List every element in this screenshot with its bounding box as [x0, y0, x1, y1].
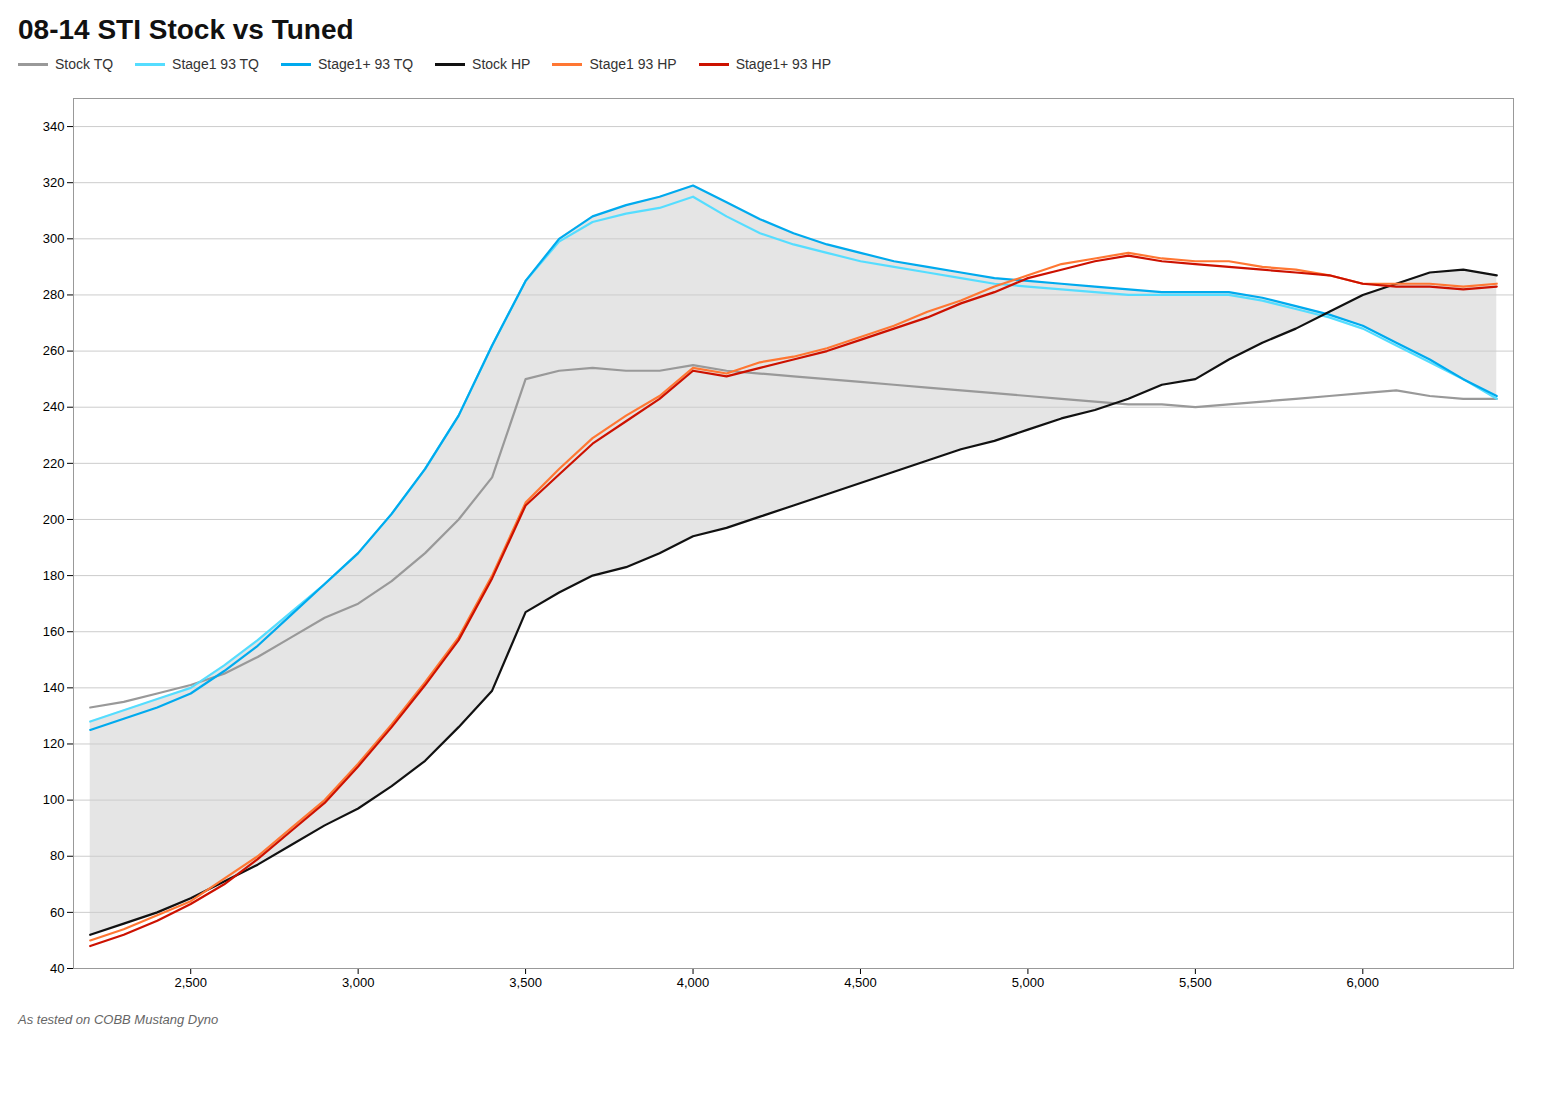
svg-text:4,500: 4,500: [844, 975, 877, 990]
svg-text:3,000: 3,000: [342, 975, 375, 990]
html-text:Stock TQ: Stock TQ: [55, 56, 114, 72]
svg-text:40: 40: [50, 961, 64, 976]
svg-text:2,500: 2,500: [174, 975, 207, 990]
svg-text:4,000: 4,000: [677, 975, 710, 990]
html-text:Stage1+ 93 TQ: Stage1+ 93 TQ: [318, 56, 414, 72]
svg-text:60: 60: [50, 905, 64, 920]
html-text:Stock HP: Stock HP: [472, 56, 531, 72]
svg-text:340: 340: [43, 119, 65, 134]
svg-text:6,000: 6,000: [1347, 975, 1380, 990]
svg-text:300: 300: [43, 231, 65, 246]
svg-text:140: 140: [43, 680, 65, 695]
svg-text:220: 220: [43, 455, 65, 470]
svg-text:200: 200: [43, 512, 65, 527]
html-text:As tested on COBB Mustang Dyno: As tested on COBB Mustang Dyno: [18, 1012, 219, 1027]
svg-text:280: 280: [43, 287, 65, 302]
svg-text:160: 160: [43, 624, 65, 639]
svg-text:80: 80: [50, 848, 64, 863]
svg-text:5,000: 5,000: [1012, 975, 1045, 990]
svg-text:240: 240: [43, 399, 65, 414]
html-text:Stage1 93 TQ: Stage1 93 TQ: [172, 56, 259, 72]
html-text:Stage1 93 HP: Stage1 93 HP: [589, 56, 677, 72]
svg-text:320: 320: [43, 175, 65, 190]
svg-text:260: 260: [43, 343, 65, 358]
svg-text:3,500: 3,500: [509, 975, 542, 990]
svg-text:120: 120: [43, 736, 65, 751]
svg-text:180: 180: [43, 568, 65, 583]
html-text:08-14 STI Stock vs Tuned: 08-14 STI Stock vs Tuned: [18, 14, 354, 45]
html-text:Stage1+ 93 HP: Stage1+ 93 HP: [735, 56, 831, 72]
svg-text:100: 100: [43, 792, 65, 807]
svg-text:5,500: 5,500: [1179, 975, 1212, 990]
